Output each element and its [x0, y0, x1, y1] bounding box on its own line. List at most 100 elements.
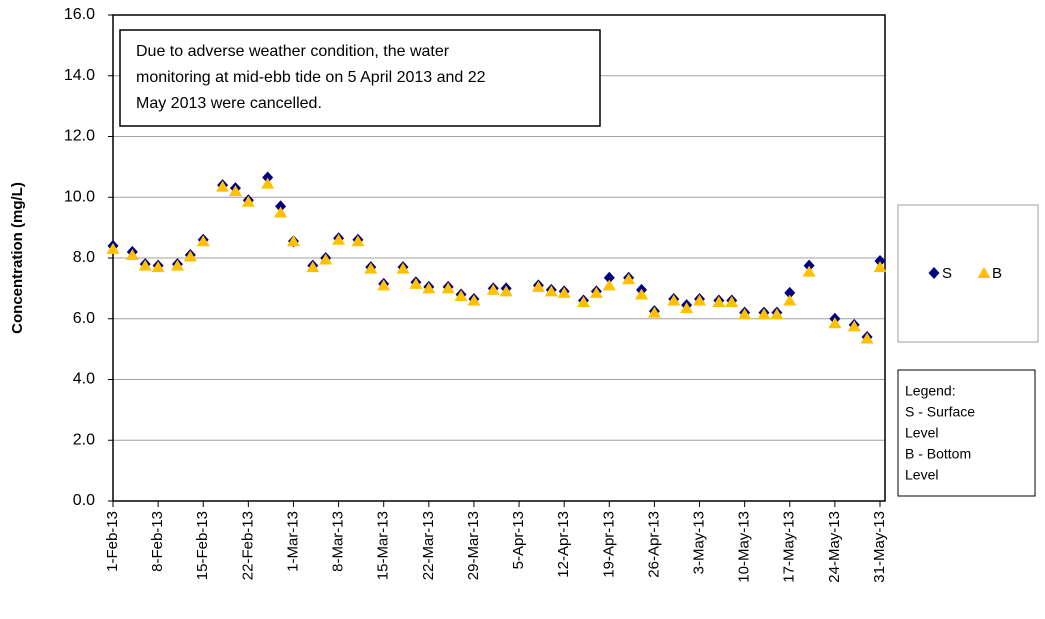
diamond-point	[803, 259, 815, 272]
triangle-point	[873, 261, 887, 273]
triangle-point	[622, 273, 636, 285]
note-text: B - Bottom	[905, 446, 971, 462]
triangle-point	[261, 177, 275, 189]
triangle-point	[467, 294, 481, 306]
triangle-point	[770, 308, 784, 320]
x-tick-label: 8-Mar-13	[330, 511, 347, 572]
x-tick-label: 31-May-13	[871, 511, 888, 583]
annotation-text: monitoring at mid-ebb tide on 5 April 20…	[136, 69, 486, 86]
triangle-point	[377, 279, 391, 291]
x-tick-label: 1-Mar-13	[284, 511, 301, 572]
note-box	[897, 369, 1036, 497]
x-tick-label: 8-Feb-13	[149, 511, 166, 572]
annotation-text: May 2013 were cancelled.	[136, 95, 322, 112]
legend-box	[897, 204, 1039, 343]
diamond-point	[275, 200, 287, 213]
triangle-point	[274, 206, 288, 218]
triangle-point	[557, 286, 571, 298]
note-text: S - Surface	[905, 404, 975, 420]
triangle-point	[319, 253, 333, 265]
triangle-point	[589, 286, 603, 298]
diamond-point	[262, 171, 274, 184]
triangle-point	[602, 279, 616, 291]
triangle-point	[241, 195, 255, 207]
note-text: Level	[905, 467, 938, 483]
y-axis-title: Concentration (mg/L)	[9, 182, 26, 334]
triangle-point	[106, 242, 120, 254]
triangle-point	[409, 277, 423, 289]
triangle-point	[454, 289, 468, 301]
triangle-point	[977, 267, 991, 278]
x-tick-label: 22-Mar-13	[420, 511, 437, 580]
triangle-point	[422, 282, 436, 294]
y-tick-label: 2.0	[73, 431, 95, 448]
x-tick-label: 5-Apr-13	[510, 511, 527, 569]
triangle-point	[802, 265, 816, 277]
y-tick-label: 4.0	[73, 371, 95, 388]
triangle-point	[531, 280, 545, 292]
triangle-point	[286, 235, 300, 247]
x-tick-label: 12-Apr-13	[555, 511, 572, 578]
diamond-point	[928, 267, 940, 279]
triangle-point	[860, 332, 874, 344]
y-tick-label: 10.0	[64, 188, 95, 205]
y-tick-label: 0.0	[73, 492, 95, 509]
triangle-point	[364, 262, 378, 274]
x-tick-label: 1-Feb-13	[104, 511, 121, 572]
x-tick-label: 22-Feb-13	[239, 511, 256, 580]
triangle-point	[757, 308, 771, 320]
y-tick-label: 12.0	[64, 128, 95, 145]
x-tick-label: 29-Mar-13	[465, 511, 482, 580]
triangle-point	[138, 259, 152, 271]
triangle-point	[216, 180, 230, 192]
annotation-box	[119, 29, 601, 127]
x-tick-label: 17-May-13	[781, 511, 798, 583]
triangle-point	[847, 320, 861, 332]
triangle-point	[667, 294, 681, 306]
triangle-point	[738, 308, 752, 320]
diamond-point	[784, 286, 796, 299]
triangle-point	[725, 296, 739, 308]
triangle-point	[647, 306, 661, 318]
triangle-point	[170, 259, 184, 271]
triangle-point	[351, 235, 365, 247]
y-tick-label: 6.0	[73, 310, 95, 327]
x-tick-label: 19-Apr-13	[600, 511, 617, 578]
note-text: Legend:	[905, 383, 956, 399]
triangle-point	[332, 233, 346, 245]
triangle-point	[635, 288, 649, 300]
note-text: Level	[905, 425, 938, 441]
triangle-point	[183, 250, 197, 262]
triangle-point	[783, 294, 797, 306]
triangle-point	[828, 317, 842, 329]
x-tick-label: 24-May-13	[826, 511, 843, 583]
triangle-point	[228, 185, 242, 197]
triangle-point	[196, 235, 210, 247]
legend-label: B	[992, 265, 1002, 282]
triangle-point	[441, 282, 455, 294]
triangle-point	[544, 285, 558, 297]
x-tick-label: 15-Mar-13	[375, 511, 392, 580]
x-tick-label: 26-Apr-13	[645, 511, 662, 578]
y-tick-label: 8.0	[73, 249, 95, 266]
triangle-point	[306, 261, 320, 273]
y-tick-label: 16.0	[64, 6, 95, 23]
diamond-point	[603, 271, 615, 284]
triangle-point	[680, 302, 694, 314]
triangle-point	[712, 296, 726, 308]
legend-label: S	[942, 265, 952, 282]
plot-border	[112, 14, 886, 502]
triangle-point	[577, 296, 591, 308]
y-tick-label: 14.0	[64, 67, 95, 84]
triangle-point	[486, 283, 500, 295]
triangle-point	[125, 248, 139, 260]
triangle-point	[693, 294, 707, 306]
triangle-point	[151, 261, 165, 273]
annotation-text: Due to adverse weather condition, the wa…	[136, 43, 450, 60]
x-tick-label: 3-May-13	[690, 511, 707, 574]
diamond-point	[874, 255, 886, 268]
x-tick-label: 10-May-13	[736, 511, 753, 583]
triangle-point	[396, 262, 410, 274]
x-tick-label: 15-Feb-13	[194, 511, 211, 580]
